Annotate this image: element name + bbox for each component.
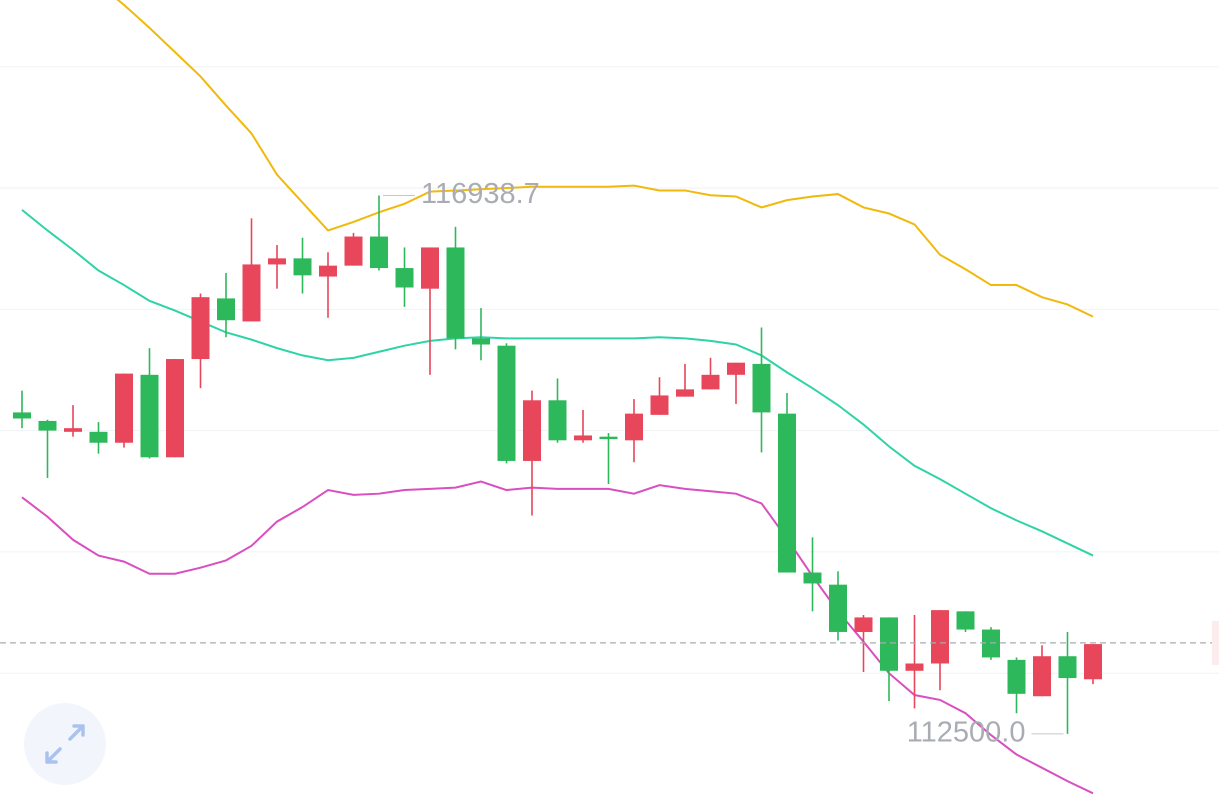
candle-body — [574, 435, 592, 441]
candle-body — [497, 345, 516, 461]
candles — [13, 195, 1102, 734]
candle-body — [64, 428, 82, 432]
candle-body — [13, 412, 31, 419]
candle-body — [905, 663, 924, 671]
price-tag-edge — [1212, 621, 1219, 665]
max-label: 116938.7 — [421, 178, 540, 210]
candle-body — [268, 258, 286, 265]
candle-body — [217, 298, 235, 321]
candle-body — [446, 247, 465, 339]
candle-body — [829, 584, 847, 632]
candle-body — [956, 611, 975, 630]
expand-button[interactable] — [24, 703, 106, 785]
candle-body — [599, 436, 618, 440]
candle-body — [523, 400, 541, 461]
candle-body — [752, 363, 771, 413]
candle-body — [727, 362, 745, 375]
candle-body — [701, 374, 720, 390]
candle-body — [548, 400, 567, 441]
candle-body — [1007, 659, 1026, 694]
candle-body — [1058, 656, 1077, 679]
expand-icon — [45, 724, 85, 764]
candle-body — [1084, 644, 1102, 680]
candle-body — [676, 389, 694, 397]
candle-body — [370, 236, 388, 269]
candle-body — [650, 395, 669, 415]
candle-body — [395, 268, 414, 288]
candle-body — [421, 247, 439, 289]
candle-body — [319, 265, 337, 277]
annotations: 116938.7 112500.0 — [0, 178, 1219, 749]
candle-body — [140, 374, 159, 458]
candle-body — [166, 359, 184, 458]
candle-body — [880, 617, 898, 671]
candle-body — [242, 264, 261, 322]
candle-body — [293, 258, 312, 276]
candle-body — [344, 236, 363, 266]
candle-body — [778, 413, 796, 573]
candle-body — [854, 617, 873, 632]
candle-body — [191, 297, 210, 360]
candle-body — [803, 572, 822, 584]
candle-body — [625, 413, 643, 441]
candle-body — [38, 420, 57, 431]
candle-body — [1033, 656, 1051, 697]
candle-body — [982, 629, 1000, 658]
band-line — [116, 0, 1094, 318]
min-label: 112500.0 — [907, 717, 1026, 749]
candle-body — [89, 431, 108, 443]
expand-button-bg[interactable] — [24, 703, 106, 785]
candle-body — [115, 373, 133, 443]
candle-body — [472, 338, 490, 345]
candle-body — [931, 610, 949, 664]
